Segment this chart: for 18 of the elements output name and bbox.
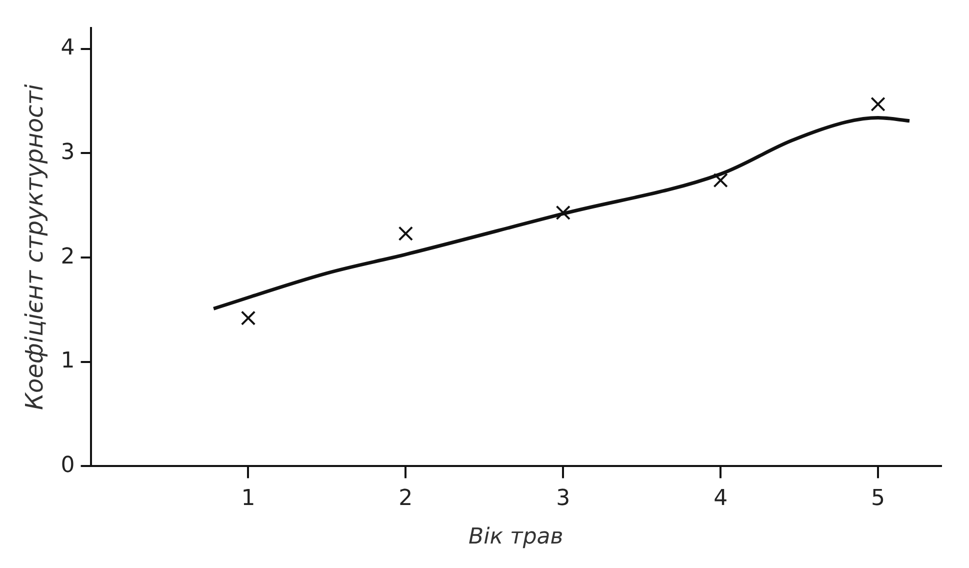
y-tick-label: 1	[60, 348, 75, 374]
y-tick-label: 3	[60, 140, 75, 165]
y-tick-label: 2	[60, 244, 75, 270]
y-tick-label: 0	[60, 452, 75, 478]
x-tick-label: 1	[241, 486, 256, 512]
y-axis-title: Коефіцієнт структурності	[20, 84, 49, 410]
x-tick-label: 3	[556, 486, 570, 512]
point	[713, 172, 728, 188]
x-tick-label: 2	[398, 486, 413, 512]
x-axis-title: Вік трав	[468, 524, 564, 550]
point	[240, 310, 256, 326]
point	[398, 226, 414, 241]
point	[556, 205, 570, 220]
x-tick-label: 4	[714, 486, 728, 512]
x-tick-label: 5	[871, 486, 886, 512]
y-tick-label: 4	[60, 36, 75, 61]
point	[870, 96, 886, 112]
line-series	[212, 116, 912, 310]
